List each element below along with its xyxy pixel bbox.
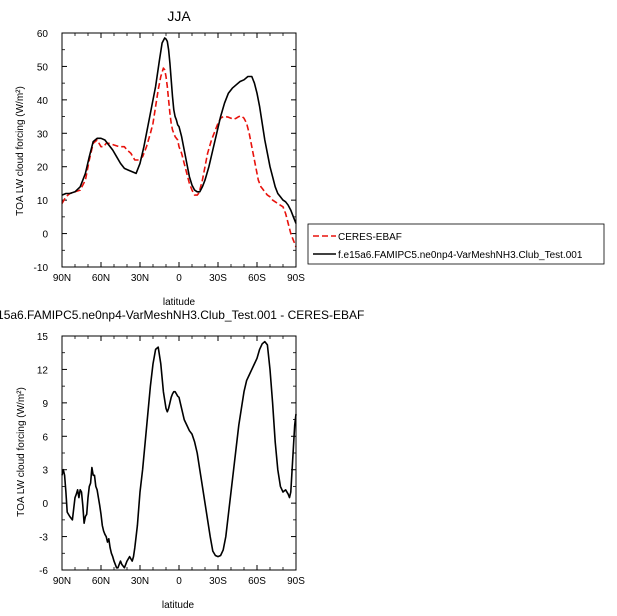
chart-top-ytick-label: 0	[42, 230, 48, 241]
chart-top-ytick-label: 60	[37, 29, 49, 40]
chart-bottom-xtick-label: 90N	[53, 576, 71, 587]
chart-bottom-xtick-label: 0	[176, 576, 182, 587]
chart-top-ytick-label: 40	[37, 96, 49, 107]
chart-bottom-ytick-label: -3	[39, 533, 48, 544]
chart-bottom-xtick-label: 90S	[287, 576, 305, 587]
chart-top-xtick-label: 90S	[287, 273, 305, 284]
chart-top-xtick-label: 90N	[53, 273, 71, 284]
legend-label-model: f.e15a6.FAMIPC5.ne0np4-VarMeshNH3.Club_T…	[338, 250, 583, 261]
chart-bottom-ytick-label: 9	[42, 399, 48, 410]
chart-top-xtick-label: 60S	[248, 273, 266, 284]
chart-bottom-ytick-label: 3	[42, 466, 48, 477]
chart-top-ylabel: TOA LW cloud forcing (W/m²)	[15, 86, 26, 216]
chart-bottom-panel: f.e15a6.FAMIPC5.ne0np4-VarMeshNH3.Club_T…	[0, 308, 364, 611]
chart-bottom-ytick-label: 15	[37, 332, 49, 343]
chart-top-ytick-label: 10	[37, 196, 49, 207]
chart-legend: CERES-EBAF f.e15a6.FAMIPC5.ne0np4-VarMes…	[307, 223, 605, 265]
chart-bottom-series-0	[61, 340, 297, 569]
chart-bottom-xlabel: latitude	[162, 600, 195, 611]
chart-top-ytick-label: 30	[37, 129, 49, 140]
chart-top-plot-frame	[61, 32, 297, 268]
chart-top-ytick-label: -10	[34, 263, 49, 274]
chart-top-xtick-label: 0	[176, 273, 182, 284]
chart-bottom-xtick-label: 30S	[209, 576, 227, 587]
chart-top-title: JJA	[167, 8, 191, 24]
chart-bottom-ytick-label: 0	[42, 499, 48, 510]
chart-top-ytick-label: 20	[37, 163, 49, 174]
chart-bottom-ylabel: TOA LW cloud forcing (W/m²)	[16, 387, 27, 517]
chart-bottom-xtick-label: 60N	[92, 576, 110, 587]
chart-top-xlabel: latitude	[163, 297, 196, 308]
legend-label-ceres-ebaf: CERES-EBAF	[338, 232, 402, 243]
chart-top-xtick-label: 30S	[209, 273, 227, 284]
chart-bottom-ytick-label: 6	[42, 432, 48, 443]
chart-bottom-xtick-label: 30N	[131, 576, 149, 587]
chart-bottom-plot-frame	[61, 335, 297, 571]
chart-top-ytick-label: 50	[37, 62, 49, 73]
chart-bottom-xtick-label: 60S	[248, 576, 266, 587]
legend-frame	[307, 223, 605, 265]
chart-bottom-ytick-label: -6	[39, 566, 48, 577]
chart-top-series-0	[61, 67, 297, 248]
chart-bottom-title: f.e15a6.FAMIPC5.ne0np4-VarMeshNH3.Club_T…	[0, 308, 364, 322]
chart-top-xtick-label: 60N	[92, 273, 110, 284]
chart-top-panel: JJA TOA LW cloud forcing (W/m²) latitude…	[15, 8, 305, 308]
chart-top-xtick-label: 30N	[131, 273, 149, 284]
chart-bottom-ytick-label: 12	[37, 365, 49, 376]
chart-top-series-1	[61, 37, 297, 224]
